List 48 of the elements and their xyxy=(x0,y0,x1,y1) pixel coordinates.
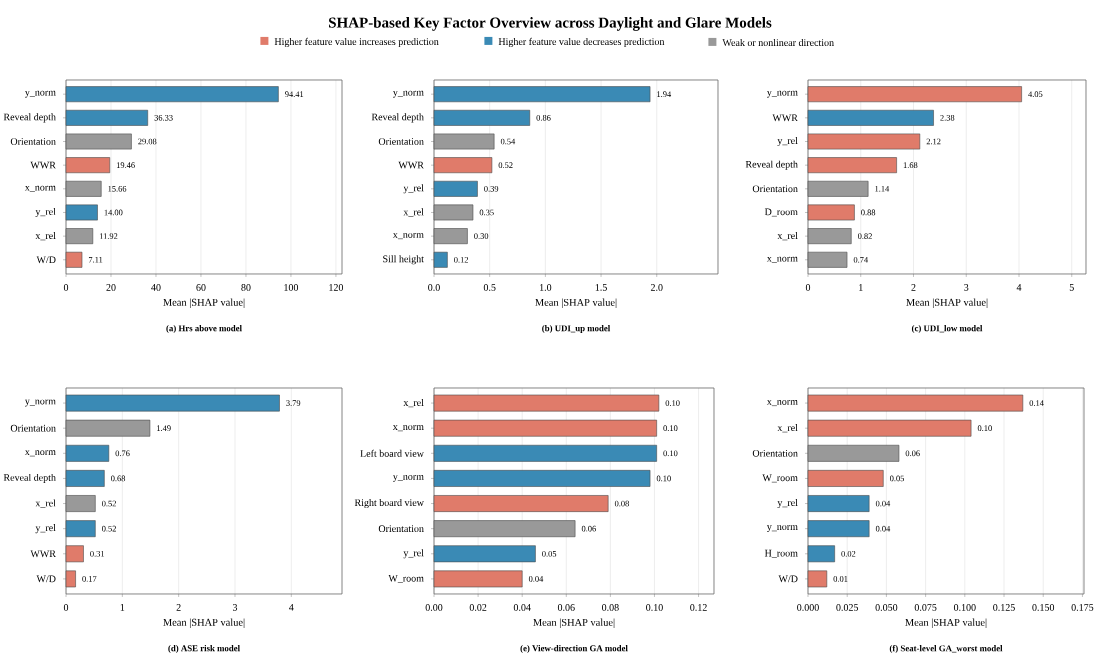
bar xyxy=(807,394,1024,412)
bar xyxy=(433,520,576,538)
bar xyxy=(433,133,495,150)
bar xyxy=(807,180,869,197)
bar xyxy=(807,86,1022,103)
bar xyxy=(433,204,474,221)
bar xyxy=(807,251,848,268)
bar xyxy=(433,495,609,512)
bar xyxy=(65,86,279,103)
bar xyxy=(433,545,536,563)
bar xyxy=(433,157,493,174)
bar xyxy=(433,86,651,103)
bar xyxy=(807,470,884,487)
bar xyxy=(65,157,111,174)
bar xyxy=(807,444,900,462)
bar xyxy=(433,570,523,588)
bar xyxy=(433,109,531,126)
bar xyxy=(65,570,76,588)
bar xyxy=(807,204,855,221)
bar xyxy=(433,228,468,245)
bar xyxy=(65,133,132,150)
bar xyxy=(65,419,151,437)
bar xyxy=(807,545,835,563)
bar xyxy=(807,109,934,126)
bar xyxy=(65,394,280,412)
bar xyxy=(433,419,657,437)
bar xyxy=(433,180,478,197)
bar xyxy=(65,180,102,197)
bar xyxy=(65,520,96,538)
bar xyxy=(807,228,852,245)
bar xyxy=(433,444,657,462)
bar xyxy=(65,109,149,126)
bar xyxy=(807,520,870,538)
bar xyxy=(65,444,110,462)
bar xyxy=(807,570,828,588)
bar xyxy=(433,394,660,412)
bar xyxy=(807,157,897,174)
bar xyxy=(433,251,448,268)
bar xyxy=(807,495,870,512)
bar xyxy=(65,470,105,487)
bar xyxy=(65,204,98,221)
bar xyxy=(65,251,83,268)
bar xyxy=(807,133,921,150)
bar xyxy=(65,228,94,245)
bar xyxy=(807,419,972,437)
bar xyxy=(65,545,84,563)
bar xyxy=(65,495,96,512)
bar xyxy=(433,470,651,487)
